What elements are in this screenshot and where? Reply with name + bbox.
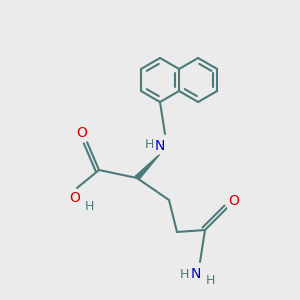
- Text: O: O: [229, 194, 239, 208]
- Text: O: O: [76, 126, 87, 140]
- Polygon shape: [135, 154, 160, 180]
- Text: H: H: [205, 274, 215, 286]
- Text: H: H: [179, 268, 189, 281]
- Text: O: O: [70, 191, 80, 205]
- Text: N: N: [191, 267, 201, 281]
- Text: H: H: [144, 139, 154, 152]
- Text: H: H: [84, 200, 94, 214]
- Text: N: N: [155, 139, 165, 153]
